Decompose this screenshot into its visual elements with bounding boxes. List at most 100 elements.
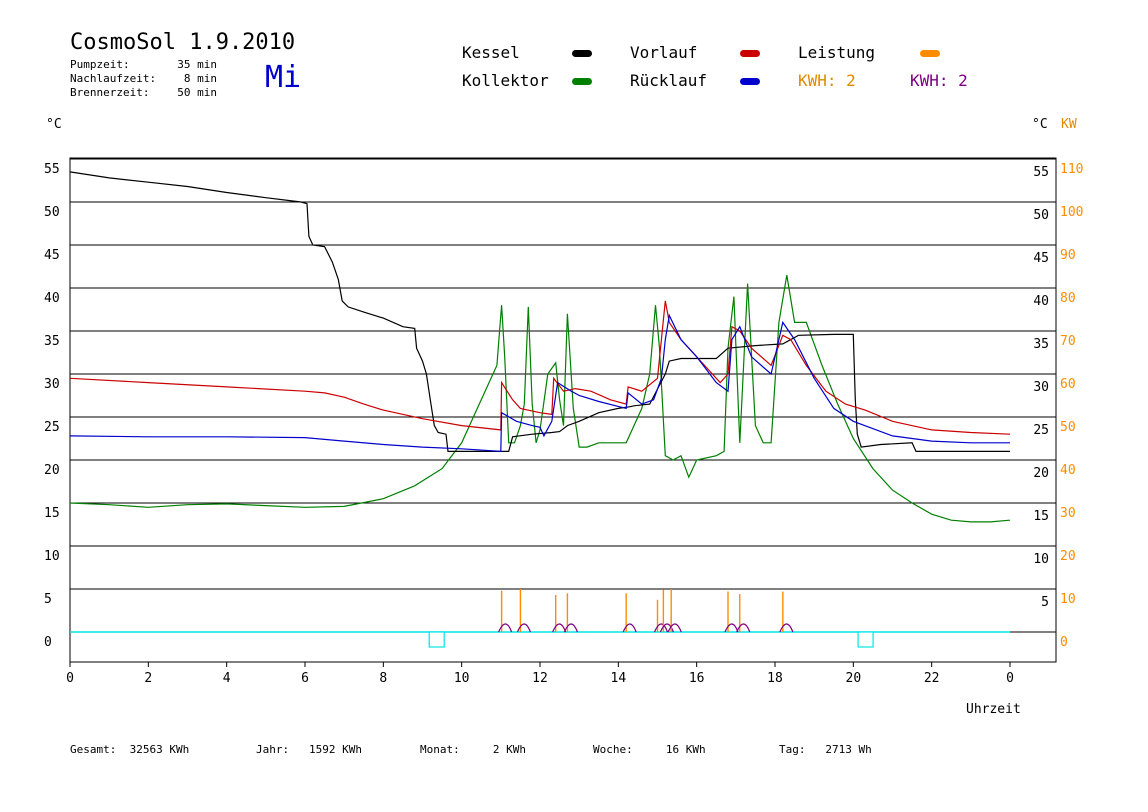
kw-tick-label: 40	[1060, 463, 1076, 478]
x-tick-label: 20	[846, 671, 862, 686]
y-tick-label-right: 25	[1033, 423, 1049, 438]
legend-kollektor-swatch	[572, 78, 592, 85]
series-line-kollektor	[69, 275, 1011, 523]
y-tick-label-right: 20	[1033, 466, 1049, 481]
x-tick-label: 6	[301, 671, 309, 686]
info-row-brennerzeit: Brennerzeit: 50 min	[70, 86, 217, 99]
info-row-nachlaufzeit: Nachlaufzeit: 8 min	[70, 72, 217, 85]
y-tick-label: 30	[44, 377, 60, 392]
footer-jahr: Jahr: 1592 KWh	[256, 743, 362, 756]
footer-value: 16 KWh	[665, 743, 706, 756]
kw-tick-label: 80	[1060, 291, 1076, 306]
legend-kollektor-label: Kollektor	[462, 71, 549, 90]
footer-value: 2713 Wh	[825, 743, 872, 756]
legend-leistung-label: Leistung	[798, 43, 876, 62]
footer-value: 2 KWh	[492, 743, 526, 756]
weekday-label: Mi	[265, 60, 302, 95]
x-tick-label: 0	[1006, 671, 1014, 686]
left-unit-label: °C	[46, 117, 62, 132]
info-label: Nachlaufzeit:	[70, 72, 157, 85]
x-tick-label: 8	[379, 671, 387, 686]
legend-vorlauf-swatch	[740, 50, 760, 57]
kwh-hump	[779, 623, 794, 633]
kwh-hump	[498, 623, 513, 633]
x-tick-label: 10	[454, 671, 470, 686]
y-tick-label-right: 10	[1033, 552, 1049, 567]
y-tick-label: 20	[44, 463, 60, 478]
y-tick-label-right: 55	[1033, 165, 1049, 180]
footer-label: Woche:	[593, 743, 633, 756]
kw-tick-label: 0	[1060, 635, 1068, 650]
legend-vorlauf-label: Vorlauf	[630, 43, 698, 62]
footer-value: 32563 KWh	[129, 743, 190, 756]
footer-label: Gesamt:	[70, 743, 117, 756]
plot-frame	[69, 157, 1057, 663]
y-tick-label-right: 35	[1033, 337, 1049, 352]
info-label: Pumpzeit:	[70, 58, 130, 71]
x-tick-label: 0	[66, 671, 74, 686]
kw-tick-label: 110	[1060, 162, 1083, 177]
kw-tick-label: 70	[1060, 334, 1076, 349]
y-tick-label: 55	[44, 162, 60, 177]
y-tick-label: 40	[44, 291, 60, 306]
kwh-hump	[552, 623, 567, 633]
x-tick-label: 22	[924, 671, 940, 686]
kw-tick-label: 30	[1060, 506, 1076, 521]
kwh-hump	[516, 623, 531, 633]
x-axis-label: Uhrzeit	[966, 702, 1021, 717]
info-value: 8 min	[183, 72, 217, 85]
info-row-pumpzeit: Pumpzeit: 35 min	[70, 58, 217, 71]
y-tick-label: 5	[44, 592, 52, 607]
kw-tick-label: 90	[1060, 248, 1076, 263]
kwh-hump	[659, 623, 674, 633]
y-tick-label: 0	[44, 635, 52, 650]
x-tick-label: 14	[611, 671, 627, 686]
y-tick-label: 25	[44, 420, 60, 435]
legend-kwh-orange: KWH: 2	[798, 71, 856, 90]
y-tick-label-right: 15	[1033, 509, 1049, 524]
legend-ruecklauf-label: Rücklauf	[630, 71, 708, 90]
x-tick-label: 18	[767, 671, 783, 686]
kw-tick-label: 10	[1060, 592, 1076, 607]
kw-tick-label: 20	[1060, 549, 1076, 564]
kwh-hump	[736, 623, 751, 633]
footer-woche: Woche: 16 KWh	[593, 743, 706, 756]
footer-gesamt: Gesamt: 32563 KWh	[70, 743, 189, 756]
kwh-hump	[622, 623, 637, 633]
x-tick-label: 2	[144, 671, 152, 686]
y-tick-label: 15	[44, 506, 60, 521]
footer-value: 1592 KWh	[309, 743, 362, 756]
y-tick-label-right: 30	[1033, 380, 1049, 395]
y-tick-label: 10	[44, 549, 60, 564]
legend-leistung-swatch	[920, 50, 940, 57]
kwh-hump	[563, 623, 578, 633]
kwh-hump	[724, 623, 739, 633]
info-value: 35 min	[177, 58, 217, 71]
series-line-ruecklauf	[69, 313, 1010, 453]
legend-kessel-label: Kessel	[462, 43, 520, 62]
y-tick-label-right: 50	[1033, 208, 1049, 223]
series-line-vorlauf	[69, 300, 1011, 435]
footer-tag: Tag: 2713 Wh	[779, 743, 872, 756]
footer-label: Tag:	[779, 743, 806, 756]
burner-marker	[857, 631, 874, 648]
legend-kessel-swatch	[572, 50, 592, 57]
kwh-hump	[653, 623, 669, 633]
chart-title: CosmoSol 1.9.2010	[70, 30, 296, 55]
y-tick-label-right: 5	[1041, 595, 1049, 610]
y-tick-label-right: 40	[1033, 294, 1049, 309]
kwh-hump	[667, 623, 682, 633]
y-tick-label-right: 45	[1033, 251, 1049, 266]
x-tick-label: 16	[689, 671, 705, 686]
y-tick-label: 45	[44, 248, 60, 263]
right-unit-label: °C	[1032, 117, 1048, 132]
series-line-kessel	[69, 171, 1010, 452]
footer-label: Jahr:	[256, 743, 290, 756]
x-tick-label: 4	[223, 671, 231, 686]
footer-label: Monat:	[420, 743, 460, 756]
burner-marker	[428, 631, 445, 648]
footer-monat: Monat: 2 KWh	[420, 743, 526, 756]
kw-tick-label: 50	[1060, 420, 1076, 435]
legend-kwh-purple: KWH: 2	[910, 71, 968, 90]
